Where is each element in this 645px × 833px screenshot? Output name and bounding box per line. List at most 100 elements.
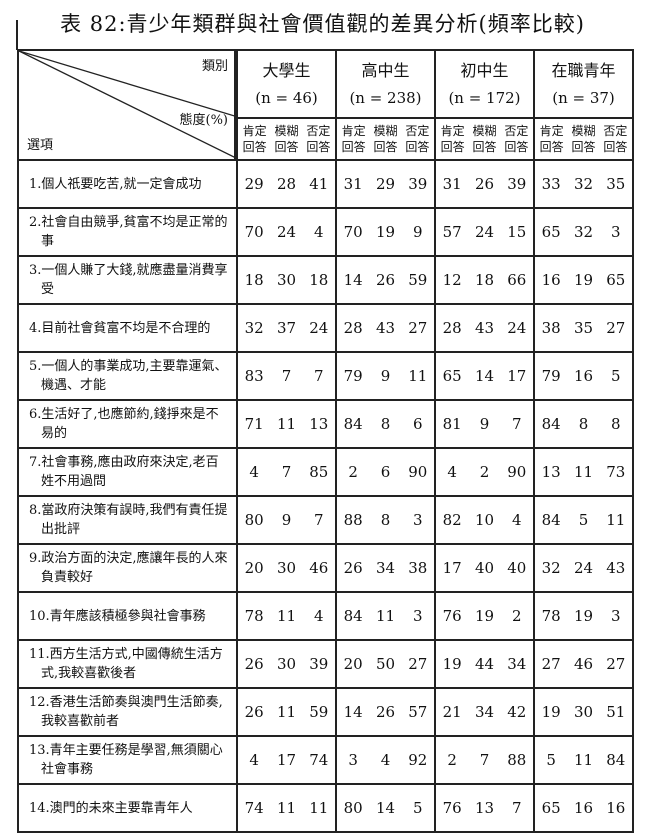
value-cell: 6 bbox=[380, 463, 391, 481]
subcolumn-header: 肯定回答 bbox=[242, 124, 267, 154]
value-cell: 6 bbox=[413, 415, 423, 433]
value-cell: 11 bbox=[573, 751, 594, 769]
row-label-line2: 負責較好 bbox=[41, 570, 94, 585]
row-label-line2: 機遇、才能 bbox=[41, 378, 107, 393]
value-cell: 29 bbox=[375, 175, 396, 193]
value-cell: 26 bbox=[375, 703, 396, 721]
table-row: 13.青年主要任務是學習,無須關心 社會事務 4 17 74 3 4 92 2 7 88 5 11 84 bbox=[17, 735, 634, 785]
value-cell: 65 bbox=[541, 223, 561, 241]
value-cell: 7 bbox=[479, 751, 490, 769]
value-cell: 80 bbox=[244, 511, 264, 529]
value-cell: 5 bbox=[413, 799, 423, 817]
value-cell: 39 bbox=[507, 175, 527, 193]
value-cell: 8 bbox=[380, 511, 391, 529]
value-cell: 19 bbox=[573, 271, 594, 289]
option-label: 選項 bbox=[27, 138, 54, 153]
group-values: 32 37 24 bbox=[236, 303, 337, 353]
value-cell: 88 bbox=[507, 751, 527, 769]
value-cell: 27 bbox=[606, 655, 626, 673]
value-cell: 82 bbox=[442, 511, 462, 529]
value-cell: 74 bbox=[244, 799, 264, 817]
value-cell: 46 bbox=[573, 655, 594, 673]
value-cell: 16 bbox=[606, 799, 626, 817]
group-sample-size: (n = 238) bbox=[349, 89, 422, 107]
value-cell: 79 bbox=[541, 367, 561, 385]
value-cell: 26 bbox=[375, 271, 396, 289]
value-cell: 7 bbox=[314, 367, 324, 385]
value-cell: 38 bbox=[541, 319, 561, 337]
attitude-label: 態度(%) bbox=[179, 113, 229, 128]
value-cell: 28 bbox=[442, 319, 462, 337]
table-row: 3.一個人賺了大錢,就應盡量消費享受 18 30 18 14 26 59 12 18 66 16 19… bbox=[17, 255, 634, 305]
header-corner: 類別態度(%) 選項 bbox=[17, 49, 238, 161]
value-cell: 7 bbox=[281, 367, 292, 385]
group-values: 19 44 34 bbox=[434, 639, 535, 689]
value-cell: 11 bbox=[573, 463, 594, 481]
row-label: 5.一個人的事業成功,主要靠運氣、 機遇、才能 bbox=[17, 351, 238, 401]
page-rule bbox=[16, 20, 18, 50]
group-values: 13 11 73 bbox=[533, 447, 634, 497]
value-cell: 30 bbox=[276, 559, 297, 577]
row-label-line1: 2.社會自由競爭,貧富不均是正常的 bbox=[29, 215, 228, 230]
group-values: 88 8 3 bbox=[335, 495, 436, 545]
value-cell: 16 bbox=[573, 799, 594, 817]
value-cell: 2 bbox=[512, 607, 522, 625]
subcolumn-header: 否定回答 bbox=[306, 124, 331, 154]
table-row: 9.政治方面的決定,應讓年長的人來 負責較好 20 30 46 26 34 38 17 40 40 3… bbox=[17, 543, 634, 593]
subcolumn-headers: 肯定回答 模糊回答 否定回答 bbox=[335, 117, 436, 161]
value-cell: 39 bbox=[408, 175, 428, 193]
group-values: 80 14 5 bbox=[335, 783, 436, 833]
value-cell: 4 bbox=[314, 223, 324, 241]
diagonal-line-option bbox=[19, 51, 238, 159]
value-cell: 4 bbox=[380, 751, 391, 769]
value-cell: 78 bbox=[541, 607, 561, 625]
subcolumn-header: 模糊回答 bbox=[373, 124, 398, 154]
row-label-line2: 受 bbox=[41, 282, 55, 297]
group-values: 70 24 4 bbox=[236, 207, 337, 257]
value-cell: 43 bbox=[375, 319, 396, 337]
value-cell: 4 bbox=[249, 751, 259, 769]
value-cell: 16 bbox=[573, 367, 594, 385]
value-cell: 5 bbox=[546, 751, 556, 769]
value-cell: 65 bbox=[606, 271, 626, 289]
group-sample-size: (n = 46) bbox=[255, 89, 318, 107]
subcolumn-header: 否定回答 bbox=[603, 124, 628, 154]
value-cell: 11 bbox=[276, 607, 297, 625]
value-cell: 79 bbox=[343, 367, 363, 385]
value-cell: 4 bbox=[249, 463, 259, 481]
group-values: 65 14 17 bbox=[434, 351, 535, 401]
value-cell: 84 bbox=[606, 751, 626, 769]
table-row: 5.一個人的事業成功,主要靠運氣、 機遇、才能 83 7 7 79 9 11 65 14 17 79 1… bbox=[17, 351, 634, 401]
value-cell: 40 bbox=[507, 559, 527, 577]
value-cell: 17 bbox=[442, 559, 462, 577]
group-values: 65 32 3 bbox=[533, 207, 634, 257]
table-row: 7.社會事務,應由政府來決定,老百 姓不用過問 4 7 85 2 6 90 4 2 90 13 11 73 bbox=[17, 447, 634, 497]
value-cell: 18 bbox=[244, 271, 264, 289]
group-values: 17 40 40 bbox=[434, 543, 535, 593]
group-values: 33 32 35 bbox=[533, 159, 634, 209]
value-cell: 7 bbox=[512, 415, 522, 433]
value-cell: 11 bbox=[606, 511, 626, 529]
value-cell: 32 bbox=[573, 175, 594, 193]
row-label-line1: 9.政治方面的決定,應讓年長的人來 bbox=[29, 551, 228, 566]
value-cell: 13 bbox=[474, 799, 495, 817]
value-cell: 11 bbox=[408, 367, 428, 385]
value-cell: 40 bbox=[474, 559, 495, 577]
value-cell: 3 bbox=[611, 607, 621, 625]
value-cell: 27 bbox=[541, 655, 561, 673]
value-cell: 35 bbox=[573, 319, 594, 337]
group-values: 19 30 51 bbox=[533, 687, 634, 737]
group-values: 14 26 57 bbox=[335, 687, 436, 737]
value-cell: 34 bbox=[375, 559, 396, 577]
value-cell: 5 bbox=[611, 367, 621, 385]
value-cell: 32 bbox=[573, 223, 594, 241]
group-values: 84 5 11 bbox=[533, 495, 634, 545]
value-cell: 19 bbox=[541, 703, 561, 721]
value-cell: 50 bbox=[375, 655, 396, 673]
value-cell: 90 bbox=[408, 463, 428, 481]
value-cell: 7 bbox=[281, 463, 292, 481]
category-label: 類別 bbox=[201, 59, 228, 74]
subcolumn-header: 模糊回答 bbox=[472, 124, 497, 154]
group-values: 84 8 8 bbox=[533, 399, 634, 449]
value-cell: 78 bbox=[244, 607, 264, 625]
